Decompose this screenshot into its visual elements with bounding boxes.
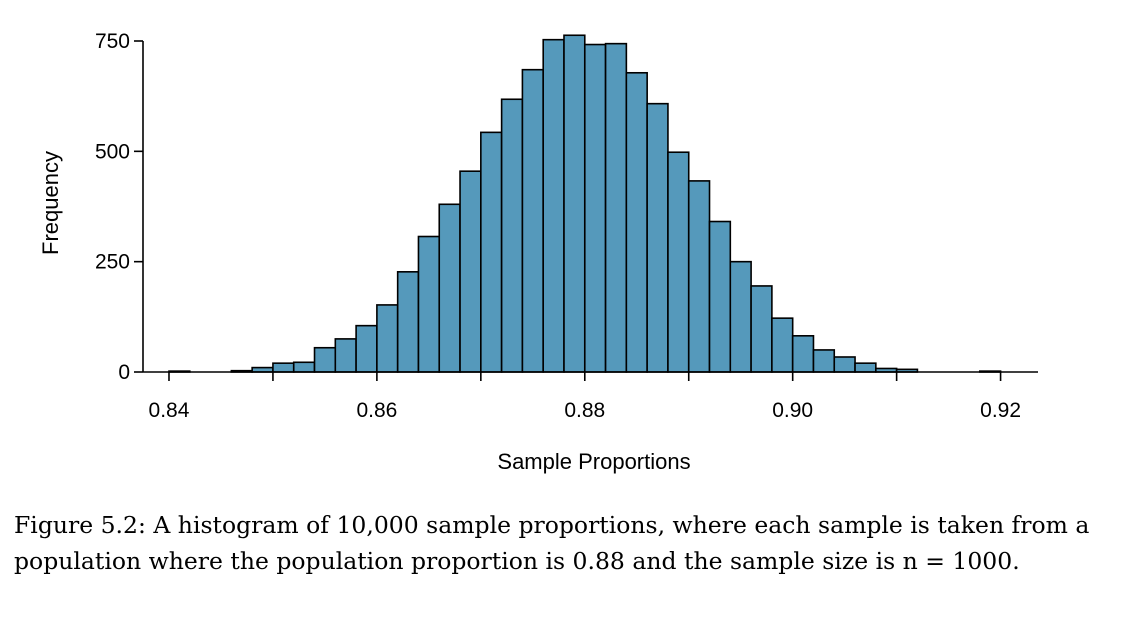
x-tick-label: 0.92 bbox=[980, 399, 1021, 422]
histogram-bar bbox=[646, 102, 669, 373]
histogram-bar bbox=[376, 304, 399, 373]
x-tick-label: 0.86 bbox=[356, 399, 397, 422]
histogram-chart: 0.84 0.86 0.88 0.90 0.92 0 250 500 750 Sample P… bbox=[38, 30, 1038, 474]
y-axis-label: Frequency bbox=[38, 151, 63, 255]
histogram-bar bbox=[625, 71, 648, 373]
histogram-bar bbox=[750, 285, 773, 373]
x-tick-label: 0.90 bbox=[772, 399, 813, 422]
y-tick-label: 0 bbox=[118, 361, 130, 384]
y-axis: 0 250 500 750 bbox=[95, 30, 144, 384]
y-tick-label: 750 bbox=[95, 30, 130, 53]
histogram-bar bbox=[521, 68, 544, 373]
histogram-bar bbox=[604, 42, 628, 373]
histogram-bar bbox=[480, 131, 503, 373]
histogram-bar bbox=[313, 346, 337, 373]
histogram-bar bbox=[542, 38, 565, 373]
histogram-bar bbox=[355, 324, 378, 373]
histogram-bar bbox=[500, 98, 524, 373]
histogram-bar bbox=[396, 271, 420, 373]
y-tick-label: 250 bbox=[95, 251, 130, 274]
histogram-bar bbox=[771, 317, 794, 373]
x-axis-label: Sample Proportions bbox=[497, 449, 690, 474]
histogram-bar bbox=[729, 260, 752, 373]
histogram-bar bbox=[459, 170, 482, 373]
histogram-bar bbox=[667, 151, 690, 373]
histogram-bar bbox=[854, 362, 877, 373]
histogram-bar bbox=[334, 338, 357, 373]
x-tick-label: 0.84 bbox=[149, 399, 190, 422]
histogram-bar bbox=[583, 43, 607, 373]
y-tick-label: 500 bbox=[95, 140, 130, 163]
histogram-bar bbox=[687, 180, 711, 373]
histogram-bar bbox=[438, 203, 461, 373]
histogram-bar bbox=[272, 362, 295, 373]
histogram-bar bbox=[292, 361, 316, 373]
histogram-bar bbox=[812, 349, 836, 373]
x-axis: 0.84 0.86 0.88 0.90 0.92 bbox=[143, 371, 1038, 422]
histogram-bar bbox=[417, 235, 441, 373]
x-tick-label: 0.88 bbox=[564, 399, 605, 422]
histogram-bar bbox=[563, 34, 586, 373]
histogram-bar bbox=[708, 220, 732, 373]
figure-caption: Figure 5.2: A histogram of 10,000 sample… bbox=[14, 511, 1090, 575]
histogram-bar bbox=[791, 335, 815, 373]
histogram-bars bbox=[168, 34, 1002, 373]
histogram-bar bbox=[833, 356, 856, 373]
